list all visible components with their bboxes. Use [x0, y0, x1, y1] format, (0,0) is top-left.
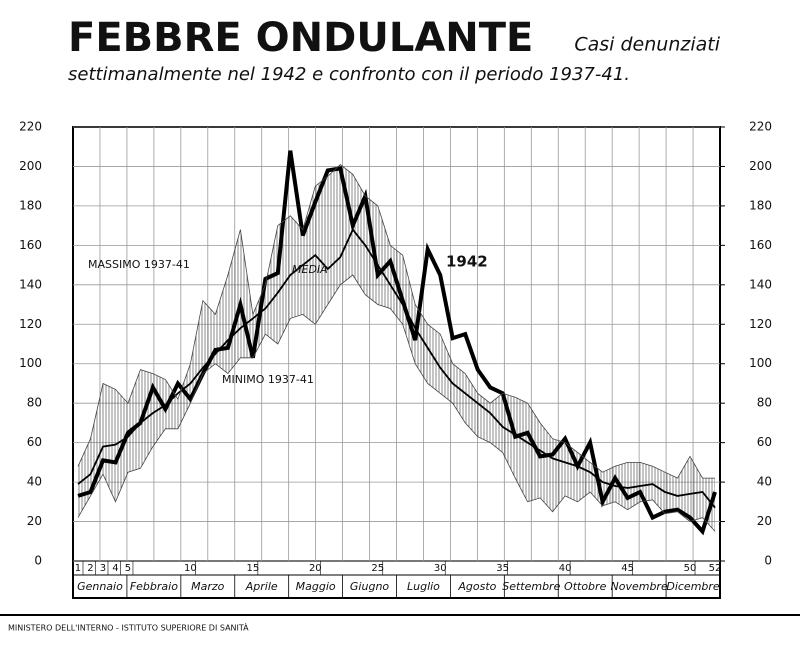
- y2-tick-label: 100: [749, 356, 772, 370]
- y-tick-label: 220: [19, 120, 42, 134]
- x-tick-label: 10: [184, 563, 197, 574]
- y2-tick-label: 80: [757, 396, 772, 410]
- series-label: MEDIA: [292, 263, 328, 276]
- month-label: Luglio: [407, 580, 440, 593]
- y2-tick-label: 120: [749, 317, 772, 331]
- y2-tick-label: 200: [749, 159, 772, 173]
- y-tick-label: 20: [27, 514, 42, 528]
- series-line: [77, 150, 717, 536]
- y-tick-label: 140: [19, 277, 42, 291]
- footer: MINISTERO DELL'INTERNO - ISTITUTO SUPERI…: [8, 622, 249, 633]
- y2-tick-label: 140: [749, 277, 772, 291]
- x-tick-label: 25: [371, 563, 384, 574]
- y2-tick-label: 0: [764, 554, 772, 568]
- x-tick-label: 50: [684, 563, 697, 574]
- series-label: 1942: [446, 253, 488, 271]
- x-tick-label: 1: [75, 563, 81, 574]
- y-tick-label: 200: [19, 159, 42, 173]
- y2-tick-label: 60: [757, 435, 772, 449]
- x-tick-label: 2: [87, 563, 93, 574]
- month-label: Giugno: [350, 580, 390, 593]
- series-label: MASSIMO 1937-41: [88, 258, 190, 271]
- month-label: Novembre: [611, 580, 668, 593]
- month-label: Agosto: [457, 580, 496, 593]
- month-label: Maggio: [296, 580, 336, 593]
- chart-title: FEBBRE ONDULANTE: [68, 15, 533, 61]
- y2-tick-label: 220: [749, 120, 772, 134]
- x-tick-label: 4: [112, 563, 118, 574]
- series-label: MINIMO 1937-41: [222, 373, 314, 386]
- month-label: Settembre: [502, 580, 560, 593]
- y2-tick-label: 40: [757, 475, 772, 489]
- x-tick-label: 3: [100, 563, 106, 574]
- month-label: Dicembre: [666, 580, 720, 593]
- x-tick-label: 30: [434, 563, 447, 574]
- month-label: Marzo: [191, 580, 225, 593]
- x-tick-label: 5: [125, 563, 131, 574]
- y2-tick-label: 20: [757, 514, 772, 528]
- y-tick-label: 160: [19, 238, 42, 252]
- x-tick-label: 15: [246, 563, 259, 574]
- month-label: Aprile: [245, 580, 278, 593]
- y-tick-label: 120: [19, 317, 42, 331]
- series-line: [77, 274, 716, 532]
- month-label: Febbraio: [130, 580, 178, 593]
- y2-tick-label: 160: [749, 238, 772, 252]
- subtitle: settimanalmente nel 1942 e confronto con…: [68, 64, 630, 85]
- month-label: Gennaio: [77, 580, 123, 593]
- series-line: [77, 227, 716, 509]
- series-line: [77, 163, 715, 479]
- y-tick-label: 60: [27, 435, 42, 449]
- y-tick-label: 40: [27, 475, 42, 489]
- y-tick-label: 180: [19, 198, 42, 212]
- y-tick-label: 80: [27, 396, 42, 410]
- x-tick-label: 20: [309, 563, 322, 574]
- x-tick-label: 52: [709, 563, 722, 574]
- subtitle: Casi denunziati: [574, 34, 720, 56]
- month-label: Ottobre: [564, 580, 607, 593]
- y-tick-label: 0: [34, 554, 42, 568]
- y2-tick-label: 180: [749, 198, 772, 212]
- x-tick-label: 35: [496, 563, 509, 574]
- x-tick-label: 45: [621, 563, 634, 574]
- x-tick-label: 40: [559, 563, 572, 574]
- y-tick-label: 100: [19, 356, 42, 370]
